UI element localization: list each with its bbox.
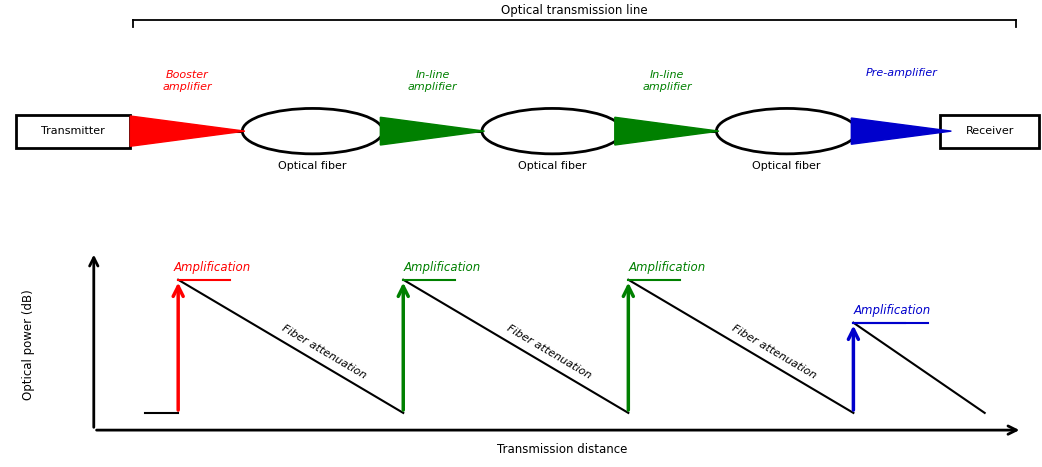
Text: Optical power (dB): Optical power (dB) xyxy=(22,289,34,400)
Text: Amplification: Amplification xyxy=(628,262,705,274)
Ellipse shape xyxy=(242,108,383,154)
Text: In-line
amplifier: In-line amplifier xyxy=(642,71,692,92)
Text: Pre-amplifier: Pre-amplifier xyxy=(866,68,937,78)
Text: Fiber attenuation: Fiber attenuation xyxy=(729,323,818,381)
Text: Optical fiber: Optical fiber xyxy=(518,162,587,171)
Text: Amplification: Amplification xyxy=(853,304,931,318)
Text: Amplification: Amplification xyxy=(403,262,480,274)
Polygon shape xyxy=(615,117,719,145)
Text: Optical fiber: Optical fiber xyxy=(278,162,347,171)
Text: Optical transmission line: Optical transmission line xyxy=(501,4,648,17)
Text: Receiver: Receiver xyxy=(966,126,1014,136)
Ellipse shape xyxy=(717,108,857,154)
Text: Booster
amplifier: Booster amplifier xyxy=(163,71,213,92)
Text: In-line
amplifier: In-line amplifier xyxy=(407,71,457,92)
Text: Fiber attenuation: Fiber attenuation xyxy=(504,323,593,381)
Text: Optical fiber: Optical fiber xyxy=(752,162,821,171)
FancyBboxPatch shape xyxy=(16,115,130,148)
Polygon shape xyxy=(851,118,951,144)
Text: Transmitter: Transmitter xyxy=(41,126,105,136)
Text: Amplification: Amplification xyxy=(173,262,251,274)
Polygon shape xyxy=(130,116,245,146)
Polygon shape xyxy=(380,117,485,145)
FancyBboxPatch shape xyxy=(941,115,1039,148)
Text: Transmission distance: Transmission distance xyxy=(497,443,628,456)
Ellipse shape xyxy=(481,108,623,154)
Text: Fiber attenuation: Fiber attenuation xyxy=(279,323,368,381)
